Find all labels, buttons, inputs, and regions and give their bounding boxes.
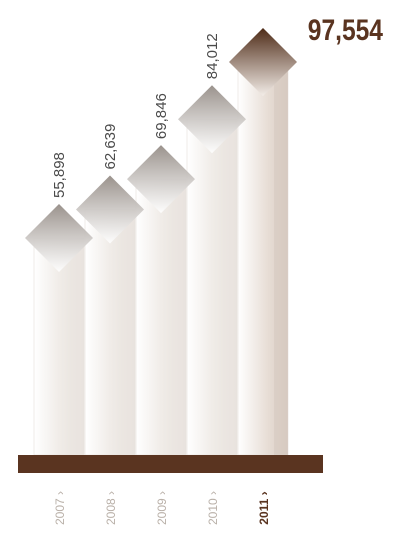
- category-label-2007: 2007 ›: [53, 491, 67, 525]
- category-label-2008: 2008 ›: [104, 491, 118, 525]
- value-label-2007: 55,898: [51, 152, 68, 198]
- baseline-bar: [18, 455, 323, 473]
- bar-shade-2010: [223, 123, 237, 455]
- bar-shade-2011: [274, 66, 288, 455]
- category-label-2009: 2009 ›: [155, 491, 169, 525]
- bar-shade-2008: [121, 213, 135, 455]
- category-label-2010: 2010 ›: [206, 491, 220, 525]
- value-label-2008: 62,639: [102, 124, 119, 170]
- value-label-2009: 69,846: [153, 93, 170, 139]
- diamond-cap-2009: [127, 145, 195, 214]
- value-label-2010: 84,012: [204, 33, 221, 79]
- bar-shade-2007: [70, 242, 84, 455]
- diamond-cap-2007: [25, 204, 93, 272]
- value-label-2011: 97,554: [308, 13, 384, 47]
- diamond-cap-2011: [229, 28, 297, 96]
- bar-shade-2009: [172, 183, 186, 456]
- diamond-cap-2010: [178, 85, 246, 154]
- diamond-cap-2008: [76, 175, 144, 244]
- category-label-2011: 2011 ›: [257, 491, 271, 524]
